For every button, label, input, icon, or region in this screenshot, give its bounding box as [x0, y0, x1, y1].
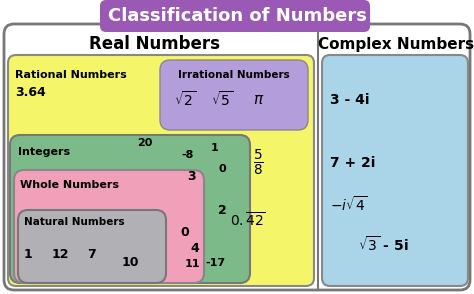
Text: Rational Numbers: Rational Numbers: [15, 70, 127, 80]
Text: Classification of Numbers: Classification of Numbers: [108, 7, 366, 25]
FancyBboxPatch shape: [14, 170, 204, 283]
Text: 7: 7: [88, 248, 96, 261]
Text: Irrational Numbers: Irrational Numbers: [178, 70, 290, 80]
Text: 4: 4: [191, 241, 200, 255]
Text: $0.\overline{42}$: $0.\overline{42}$: [230, 211, 266, 229]
FancyBboxPatch shape: [322, 55, 468, 286]
Text: 1: 1: [211, 143, 219, 153]
FancyBboxPatch shape: [160, 60, 308, 130]
Text: 3 - 4i: 3 - 4i: [330, 93, 370, 107]
Text: 12: 12: [51, 248, 69, 261]
Text: 11: 11: [184, 259, 200, 269]
Text: $\sqrt{5}$: $\sqrt{5}$: [211, 91, 233, 109]
Text: 20: 20: [137, 138, 153, 148]
Text: $\sqrt{3}$ - 5i: $\sqrt{3}$ - 5i: [358, 235, 409, 254]
Text: 0: 0: [218, 164, 226, 174]
Text: $\pi$: $\pi$: [253, 93, 264, 108]
Text: $\sqrt{2}$: $\sqrt{2}$: [174, 91, 196, 109]
Text: 1: 1: [24, 248, 32, 261]
Text: Real Numbers: Real Numbers: [90, 35, 220, 53]
Text: 3: 3: [188, 170, 196, 183]
Text: -17: -17: [205, 258, 225, 268]
FancyBboxPatch shape: [10, 135, 250, 283]
Text: Natural Numbers: Natural Numbers: [24, 217, 125, 227]
FancyBboxPatch shape: [8, 55, 314, 286]
FancyBboxPatch shape: [18, 210, 166, 283]
Text: Complex Numbers: Complex Numbers: [318, 36, 474, 51]
Text: 2: 2: [218, 203, 227, 216]
FancyBboxPatch shape: [100, 0, 370, 32]
Text: $\frac{5}{8}$: $\frac{5}{8}$: [253, 148, 264, 178]
Text: 7 + 2i: 7 + 2i: [330, 156, 375, 170]
Text: Integers: Integers: [18, 147, 70, 157]
Text: 10: 10: [121, 255, 139, 268]
Text: $-i\sqrt{4}$: $-i\sqrt{4}$: [330, 196, 367, 214]
Text: -8: -8: [182, 150, 194, 160]
Text: 3.64: 3.64: [15, 86, 46, 98]
Text: Whole Numbers: Whole Numbers: [20, 180, 119, 190]
Text: 0: 0: [181, 225, 190, 238]
FancyBboxPatch shape: [4, 24, 470, 290]
